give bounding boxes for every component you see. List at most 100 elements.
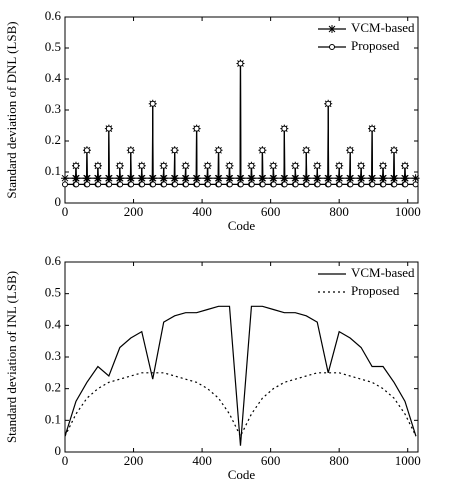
marker xyxy=(62,181,68,188)
marker xyxy=(116,162,123,169)
x-axis-label: Code xyxy=(228,218,256,233)
marker xyxy=(128,181,135,188)
marker xyxy=(171,147,178,154)
marker xyxy=(369,125,376,132)
y-axis-label: Standard deviation of DNL (LSB) xyxy=(4,21,19,198)
x-tick-label: 400 xyxy=(192,204,212,219)
marker xyxy=(391,147,398,154)
marker xyxy=(270,181,277,188)
marker xyxy=(325,181,332,188)
marker xyxy=(182,181,189,188)
marker xyxy=(336,162,343,169)
plot: 0 0.1 0.2 0.3 0.4 0.5 0.6 0 200 400 600 800 1000 Code… xyxy=(4,253,421,482)
y-tick-label: 0 xyxy=(55,194,62,209)
marker xyxy=(281,181,288,188)
legend-entry: VCM-based xyxy=(318,20,415,35)
y-tick-label: 0.6 xyxy=(45,8,62,23)
marker xyxy=(150,181,157,188)
marker xyxy=(138,162,145,169)
marker xyxy=(303,181,310,188)
series-line xyxy=(64,305,417,446)
legend-entry: Proposed xyxy=(318,283,400,298)
legend-label: VCM-based xyxy=(351,20,415,35)
marker xyxy=(411,174,420,183)
marker xyxy=(94,162,101,169)
marker xyxy=(105,125,112,132)
marker xyxy=(248,181,255,188)
y-tick-label: 0.2 xyxy=(45,380,61,395)
y-tick-label: 0.3 xyxy=(45,348,61,363)
x-tick-label: 600 xyxy=(261,204,281,219)
legend-entry: Proposed xyxy=(318,38,400,53)
marker xyxy=(149,100,156,107)
marker xyxy=(248,162,255,169)
marker xyxy=(401,162,408,169)
marker xyxy=(358,181,365,188)
marker xyxy=(127,147,134,154)
y-tick-label: 0.2 xyxy=(45,132,61,147)
y-tick-label: 0.3 xyxy=(45,101,61,116)
marker xyxy=(215,181,222,188)
y-tick-label: 0.5 xyxy=(45,39,61,54)
marker xyxy=(215,147,222,154)
marker xyxy=(402,181,409,188)
marker xyxy=(237,60,244,67)
marker xyxy=(226,181,233,188)
marker xyxy=(72,162,79,169)
marker xyxy=(292,181,299,188)
marker xyxy=(380,162,387,169)
marker xyxy=(380,181,387,188)
x-tick-label: 400 xyxy=(192,453,212,468)
y-tick-label: 0.4 xyxy=(45,316,62,331)
marker xyxy=(281,125,288,132)
marker xyxy=(347,181,354,188)
marker xyxy=(204,162,211,169)
marker xyxy=(117,181,124,188)
marker xyxy=(314,181,321,188)
y-tick-label: 0.1 xyxy=(45,411,61,426)
legend-label: VCM-based xyxy=(351,265,415,280)
marker xyxy=(237,181,244,188)
marker xyxy=(204,181,211,188)
marker xyxy=(106,181,113,188)
marker xyxy=(369,181,376,188)
marker xyxy=(292,162,299,169)
marker xyxy=(161,181,168,188)
y-tick-label: 0.4 xyxy=(45,70,62,85)
x-tick-label: 1000 xyxy=(395,453,421,468)
marker xyxy=(259,147,266,154)
x-tick-label: 1000 xyxy=(395,204,421,219)
legend-label: Proposed xyxy=(351,283,400,298)
marker xyxy=(259,181,266,188)
marker xyxy=(83,147,90,154)
marker xyxy=(325,100,332,107)
y-tick-label: 0.6 xyxy=(45,253,62,268)
y-tick-label: 0 xyxy=(55,443,62,458)
x-axis-label: Code xyxy=(228,467,256,482)
x-tick-label: 600 xyxy=(261,453,281,468)
legend-marker xyxy=(329,44,335,50)
marker xyxy=(193,125,200,132)
legend-marker xyxy=(328,25,336,33)
marker xyxy=(270,162,277,169)
marker xyxy=(303,147,310,154)
marker xyxy=(84,181,91,188)
marker xyxy=(358,162,365,169)
legend-entry: VCM-based xyxy=(318,265,415,280)
y-tick-label: 0.1 xyxy=(45,163,61,178)
x-tick-label: 800 xyxy=(329,453,349,468)
y-tick-label: 0.5 xyxy=(45,285,61,300)
x-tick-label: 0 xyxy=(62,204,69,219)
marker xyxy=(95,181,102,188)
x-tick-label: 200 xyxy=(124,204,144,219)
marker xyxy=(336,181,343,188)
x-tick-label: 200 xyxy=(124,453,144,468)
marker xyxy=(61,174,69,183)
marker xyxy=(391,181,398,188)
y-axis-label: Standard deviation of INL (LSB) xyxy=(4,271,19,443)
plot: 0 0.1 0.2 0.3 0.4 0.5 0.6 0 200 400 600 800 1000 Code… xyxy=(4,8,421,233)
marker xyxy=(193,181,200,188)
marker xyxy=(347,147,354,154)
marker xyxy=(412,181,419,188)
